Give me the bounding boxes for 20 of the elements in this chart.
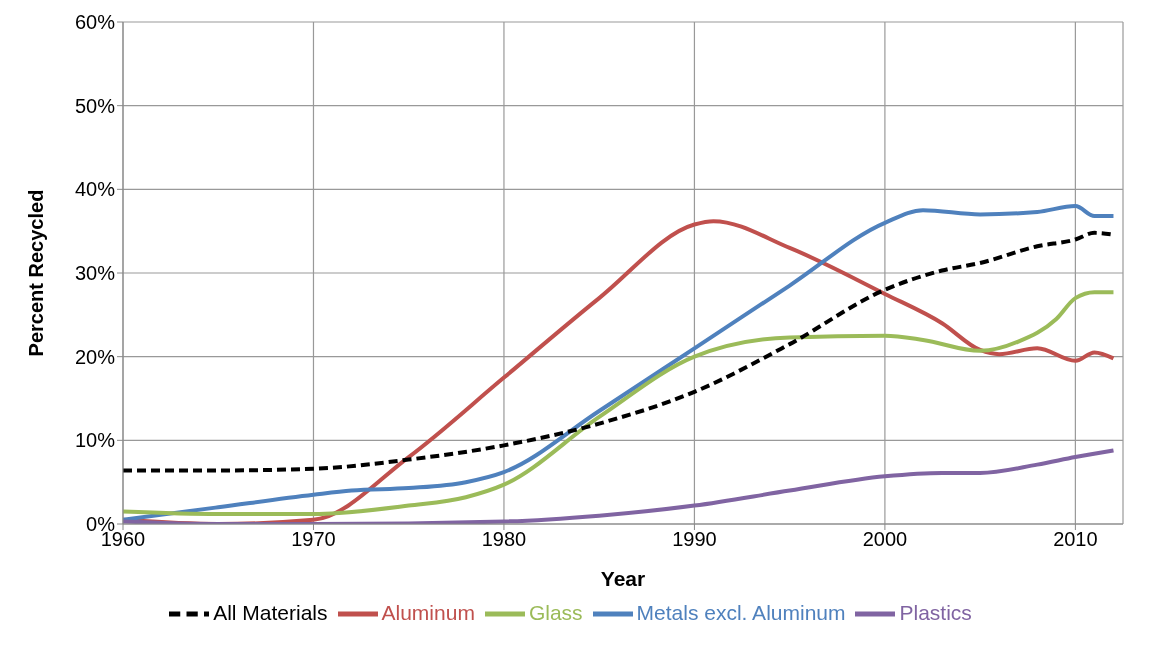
y-tick-label: 50% <box>74 94 116 117</box>
y-axis-title: Percent Recycled <box>25 189 48 357</box>
line-series <box>123 448 1116 524</box>
y-tick-label: 40% <box>74 178 116 201</box>
legend-label: Metals excl. Aluminum <box>636 600 846 624</box>
x-axis-title: Year <box>600 567 646 590</box>
x-tick-label: 2000 <box>862 528 908 551</box>
legend-label: Plastics <box>899 600 972 624</box>
legend-label: Aluminum <box>381 600 475 624</box>
line-series <box>123 290 1116 516</box>
legend-label: Glass <box>528 600 583 624</box>
x-tick-label: 1990 <box>672 528 717 551</box>
legend-label: All Materials <box>213 600 328 624</box>
x-tick-label: 1980 <box>481 528 527 551</box>
y-tick-label: 30% <box>74 262 116 285</box>
y-tick-label: 60% <box>74 11 116 34</box>
x-tick-label: 1970 <box>291 528 336 551</box>
y-tick-label: 20% <box>74 345 116 368</box>
y-tick-label: 10% <box>74 429 116 452</box>
x-tick-label: 2010 <box>1053 528 1098 551</box>
